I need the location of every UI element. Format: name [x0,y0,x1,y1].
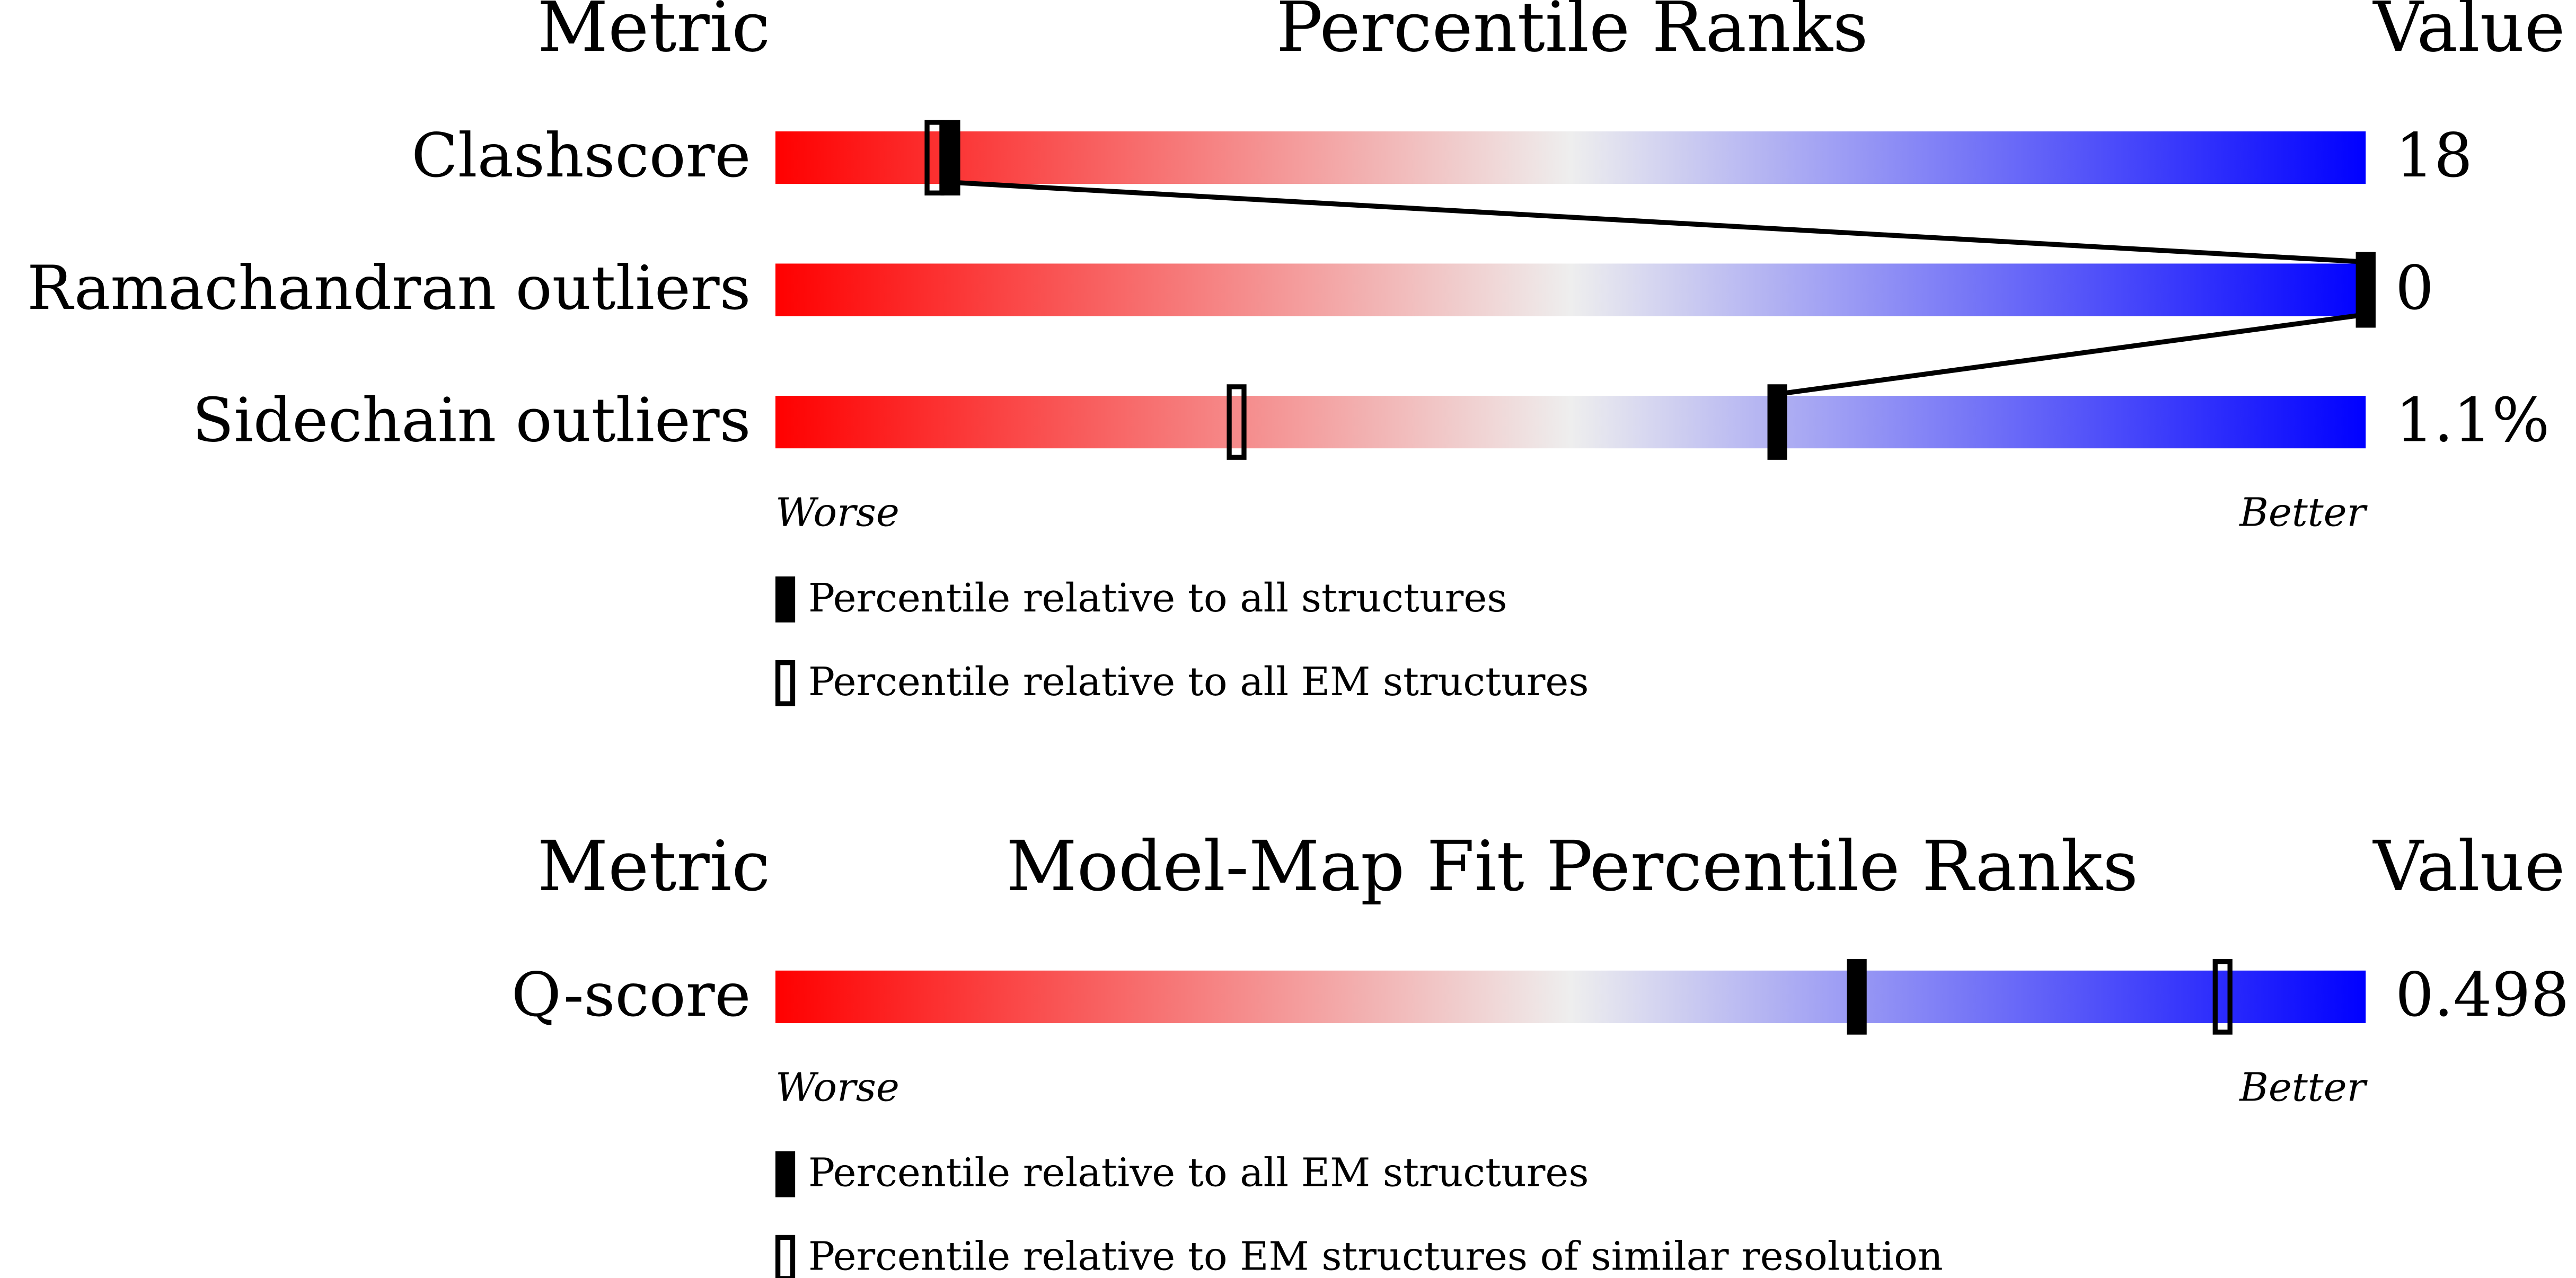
connector [950,180,2366,265]
legend-label: Percentile relative to all EM structures [808,659,1589,705]
metric-label: Q-score [511,960,751,1031]
low-label: Worse [775,490,899,536]
gradient-bar [775,970,2366,1023]
metric-value: 0.498 [2395,960,2569,1031]
marker-outline [1227,384,1247,460]
metric-value: 1.1% [2395,385,2549,456]
low-label: Worse [775,1064,899,1110]
gradient-bar [775,395,2366,449]
marker-outline [924,120,945,196]
legend-label: Percentile relative to all structures [808,575,1507,621]
header-title: Percentile Ranks [1276,0,1868,67]
header-title: Model-Map Fit Percentile Ranks [1006,826,2138,907]
header-metric: Metric [537,0,770,67]
marker-filled [1767,384,1787,460]
connector [1777,312,2366,397]
marker-outline [2212,959,2233,1035]
header-metric: Metric [537,826,770,907]
metric-label: Sidechain outliers [192,385,751,456]
legend-swatch [775,1151,796,1197]
legend-swatch [775,1235,796,1278]
legend-swatch [775,660,796,706]
high-label: Better [2238,1064,2368,1110]
legend-swatch [775,576,796,623]
header-value: Value [2372,0,2565,67]
gradient-bar [775,131,2366,184]
marker-filled [940,120,960,196]
high-label: Better [2238,490,2368,536]
marker-filled [2356,252,2376,328]
gradient-bar [775,263,2366,316]
metric-value: 18 [2395,121,2473,191]
metric-value: 0 [2395,253,2434,324]
metric-label: Clashscore [411,121,751,191]
metric-label: Ramachandran outliers [27,253,751,324]
legend-label: Percentile relative to all EM structures [808,1150,1589,1196]
legend-label: Percentile relative to EM structures of … [808,1233,1943,1278]
marker-filled [1847,959,1867,1035]
header-value: Value [2372,826,2565,907]
